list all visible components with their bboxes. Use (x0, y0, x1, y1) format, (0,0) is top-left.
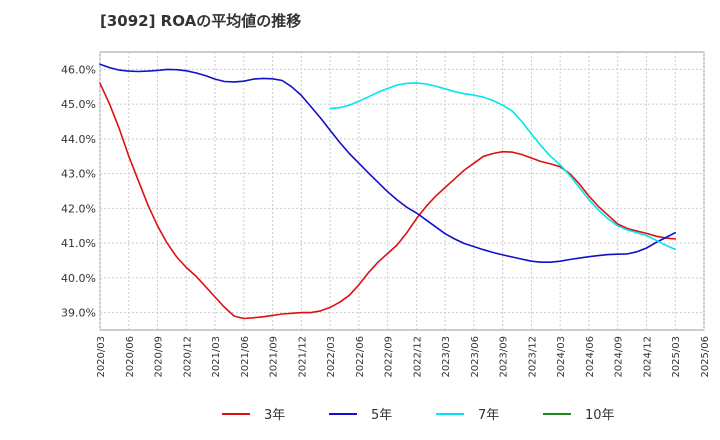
x-tick-label: 2020/06 (125, 336, 136, 378)
x-tick-label: 2022/03 (326, 336, 337, 378)
x-tick-label: 2022/12 (412, 336, 423, 378)
series-line-5年 (99, 63, 676, 263)
y-tick-label: 39.0% (61, 307, 96, 320)
x-tick-label: 2021/03 (211, 336, 222, 378)
x-tick-label: 2024/06 (585, 336, 596, 378)
y-tick-label: 44.0% (61, 133, 96, 146)
y-tick-label: 40.0% (61, 272, 96, 285)
legend-label-10年: 10年 (585, 408, 615, 423)
x-tick-label: 2020/12 (182, 336, 193, 378)
x-tick-label: 2024/12 (642, 336, 653, 378)
x-axis-ticks: 2020/03 2020/06 2020/09 2020/12 2021/03 2021/… (96, 336, 711, 378)
series-line-3年 (99, 82, 676, 320)
plot-area (99, 51, 705, 331)
x-tick-label: 2024/09 (614, 336, 625, 378)
x-tick-label: 2022/06 (355, 336, 366, 378)
x-tick-label: 2025/03 (671, 336, 682, 378)
x-tick-label: 2023/06 (470, 336, 481, 378)
x-tick-label: 2023/09 (499, 336, 510, 378)
series-line-7年 (329, 82, 676, 251)
x-tick-label: 2023/03 (441, 336, 452, 378)
x-tick-label: 2020/03 (96, 336, 107, 378)
x-tick-label: 2021/09 (269, 336, 280, 378)
y-tick-label: 41.0% (61, 237, 96, 250)
x-tick-label: 2021/06 (240, 336, 251, 378)
y-tick-label: 43.0% (61, 168, 96, 181)
legend: 3年 5年 7年 10年 (222, 408, 615, 423)
chart-title: [3092] ROAの平均値の推移 (100, 12, 302, 30)
x-tick-label: 2020/09 (154, 336, 165, 378)
x-tick-label: 2022/09 (384, 336, 395, 378)
legend-label-7年: 7年 (478, 408, 499, 423)
legend-label-5年: 5年 (371, 408, 392, 423)
legend-label-3年: 3年 (264, 408, 285, 423)
grid-lines (99, 52, 705, 330)
series-lines (99, 63, 676, 320)
x-tick-label: 2024/03 (556, 336, 567, 378)
y-tick-label: 45.0% (61, 98, 96, 111)
y-axis-ticks: 39.0% 40.0% 41.0% 42.0% 43.0% 44.0% 45.0% 46.0% (61, 63, 96, 319)
x-tick-label: 2023/12 (527, 336, 538, 378)
x-tick-label: 2025/06 (700, 336, 711, 378)
y-tick-label: 46.0% (61, 63, 96, 76)
x-tick-label: 2021/12 (297, 336, 308, 378)
y-tick-label: 42.0% (61, 202, 96, 215)
